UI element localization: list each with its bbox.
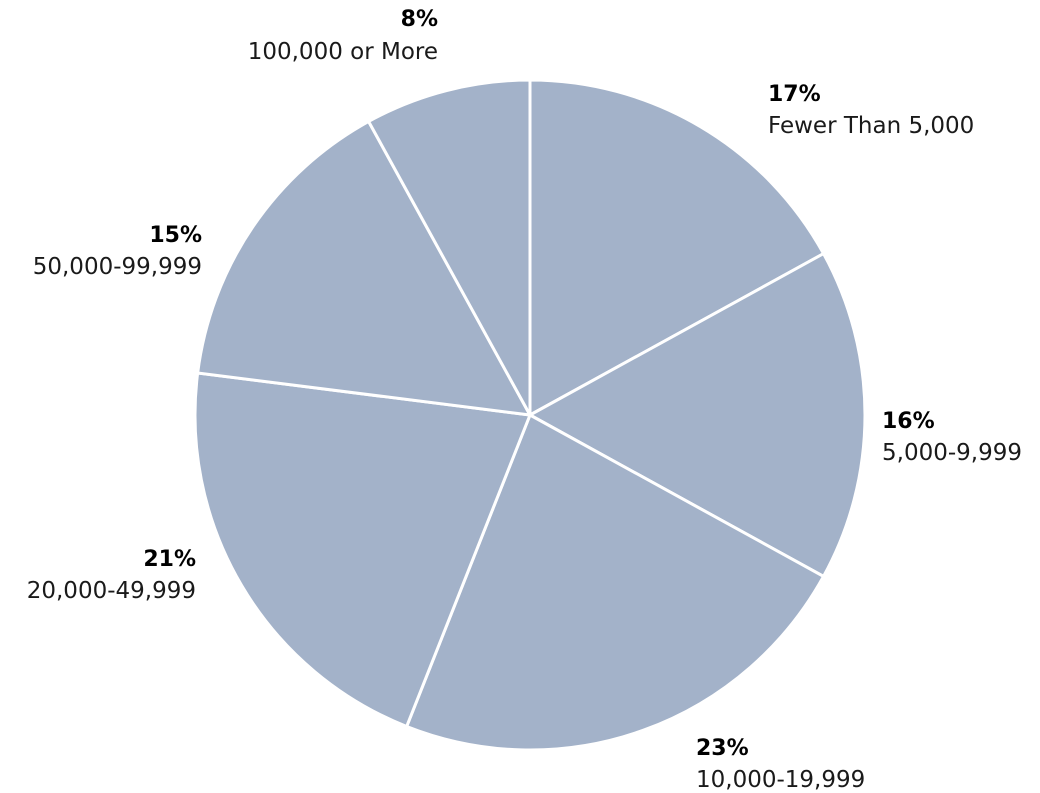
pie-slice-10-000-19-999 [404, 412, 826, 752]
pie-slice-100-000-or-more [366, 78, 532, 416]
slice-category-label-5000-9999: 5,000-9,999 [882, 440, 1022, 466]
slice-percent-label-5000-9999: 16% [882, 409, 935, 434]
slice-category-label-20000-49999: 20,000-49,999 [27, 578, 196, 604]
slice-percent-label-100000-or-more: 8% [401, 7, 438, 32]
pie-slice-5-000-9-999 [526, 251, 867, 579]
slice-category-label-fewer-than-5000: Fewer Than 5,000 [768, 113, 974, 139]
pie-slices [193, 78, 867, 752]
slice-percent-label-10000-19999: 23% [696, 736, 749, 761]
slice-percent-label-50000-99999: 15% [149, 223, 202, 248]
slice-percent-label-20000-49999: 21% [143, 547, 196, 572]
slice-percent-label-fewer-than-5000: 17% [768, 82, 821, 107]
pie-slice-20-000-49-999 [193, 371, 533, 729]
pie-slice-50-000-99-999 [195, 119, 533, 417]
slice-category-label-50000-99999: 50,000-99,999 [33, 254, 202, 280]
slice-labels: 17% Fewer Than 5,000 16% 5,000-9,999 23%… [27, 7, 1022, 793]
slice-category-label-10000-19999: 10,000-19,999 [696, 767, 865, 793]
pie-slice-fewer-than-5-000 [528, 78, 826, 418]
slice-category-label-100000-or-more: 100,000 or More [248, 39, 438, 65]
